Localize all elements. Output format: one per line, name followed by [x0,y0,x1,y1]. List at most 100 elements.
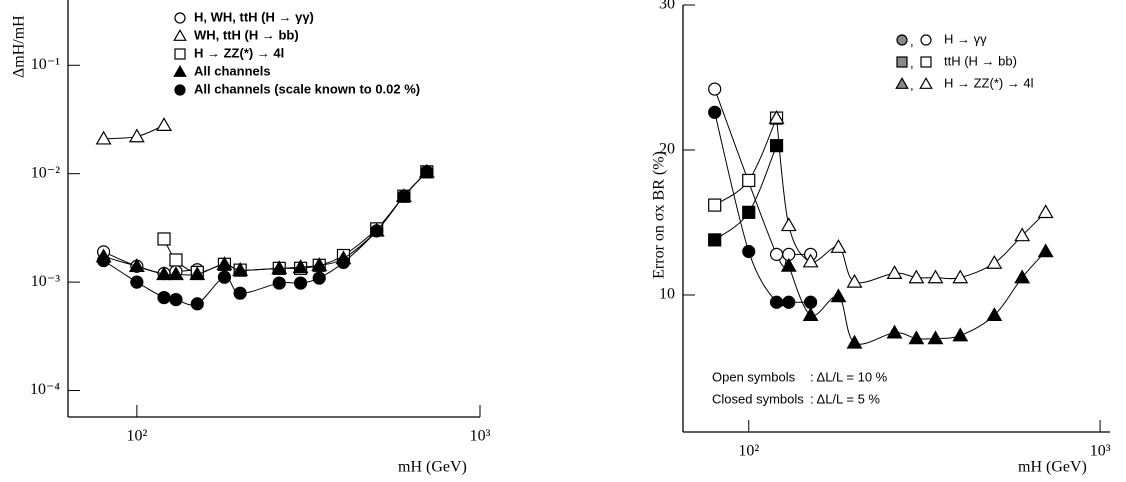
marker [370,224,384,238]
curve [714,117,778,206]
marker [846,273,863,288]
curve [776,118,1047,284]
marker [128,128,145,143]
marker [782,295,796,309]
marker [272,276,286,290]
marker [846,334,863,349]
marker [708,198,722,212]
marker [708,82,722,96]
marker [397,189,411,203]
marker [1014,227,1031,242]
y-axis-label: ΔmH/mH [11,15,28,78]
legend-label: H, WH, ttH (H → γγ) [194,9,314,24]
legend-separator: , [910,55,914,70]
marker [169,253,183,267]
legend-separator: , [910,33,914,48]
marker [908,269,925,284]
marker [190,297,204,311]
curve [163,171,428,273]
marker [1037,243,1054,258]
legend-marker [896,56,908,68]
y-tick-label: 10⁻³ [31,273,60,290]
marker [742,205,756,219]
y-tick-label: 20 [659,141,675,158]
legend-label: H → ZZ(*) → 4l [194,45,284,60]
annotation-value: : ΔL/L = 10 % [810,369,888,384]
marker [157,290,171,305]
legend-marker [173,29,187,41]
marker [742,244,756,259]
marker [95,130,112,145]
marker [1014,269,1031,284]
y-tick-label: 10⁻⁴ [30,381,60,398]
marker [97,253,111,268]
legend-marker [920,56,932,68]
marker [830,239,847,253]
annotation-label: Open symbols [712,369,796,384]
marker [169,292,183,307]
x-tick-label: 10³ [470,428,491,445]
x-axis-label: mH (GeV) [1018,459,1087,476]
curve [103,171,428,306]
annotation-value: : ΔL/L = 5 % [810,391,880,406]
legend-marker [895,77,909,89]
x-tick-label: 10² [738,443,759,460]
marker [312,271,326,285]
marker [708,233,722,247]
y-axis-label: Error on σx BR (%) [651,151,668,279]
marker [742,173,756,188]
marker [292,259,309,274]
marker [157,232,171,246]
marker [156,266,172,281]
marker [986,307,1003,322]
marker [886,324,903,339]
marker [768,109,785,124]
marker [217,270,232,284]
marker [927,269,944,284]
marker [802,253,819,268]
y-tick-label: 10⁻² [31,164,60,181]
y-tick-label: 10 [659,286,675,303]
marker [802,307,819,322]
legend-marker [920,34,932,46]
legend-marker [896,34,908,46]
curve [714,145,778,241]
x-tick-label: 10³ [1090,443,1111,460]
marker [769,139,784,153]
marker [156,117,172,131]
marker [232,262,249,276]
marker [986,254,1003,269]
marker [1037,204,1054,219]
marker [804,295,818,309]
marker [830,288,847,303]
marker [336,255,351,269]
marker [233,286,247,300]
marker [293,276,308,290]
legend-label: H → γγ [944,31,987,46]
marker [886,265,903,280]
marker [168,266,184,281]
y-tick-label: 30 [659,0,675,13]
annotation-label: Closed symbols [712,391,804,406]
marker [189,266,206,281]
curve [788,251,1047,345]
x-axis-label: mH (GeV) [398,459,467,476]
curve [714,112,811,307]
marker [128,258,145,273]
legend-marker [174,84,186,96]
x-tick-label: 10² [126,428,147,445]
legend-marker [174,48,186,60]
marker [769,247,784,261]
marker [780,257,797,272]
marker [952,327,969,342]
marker [420,165,434,179]
marker [952,269,969,284]
marker [927,330,944,345]
legend-label: H → ZZ(*) → 4l [944,75,1034,90]
marker [271,260,288,275]
marker [311,257,328,272]
legend-marker [919,77,933,89]
legend-marker [174,12,186,24]
legend-label: All channels (scale known to 0.02 %) [194,81,420,96]
